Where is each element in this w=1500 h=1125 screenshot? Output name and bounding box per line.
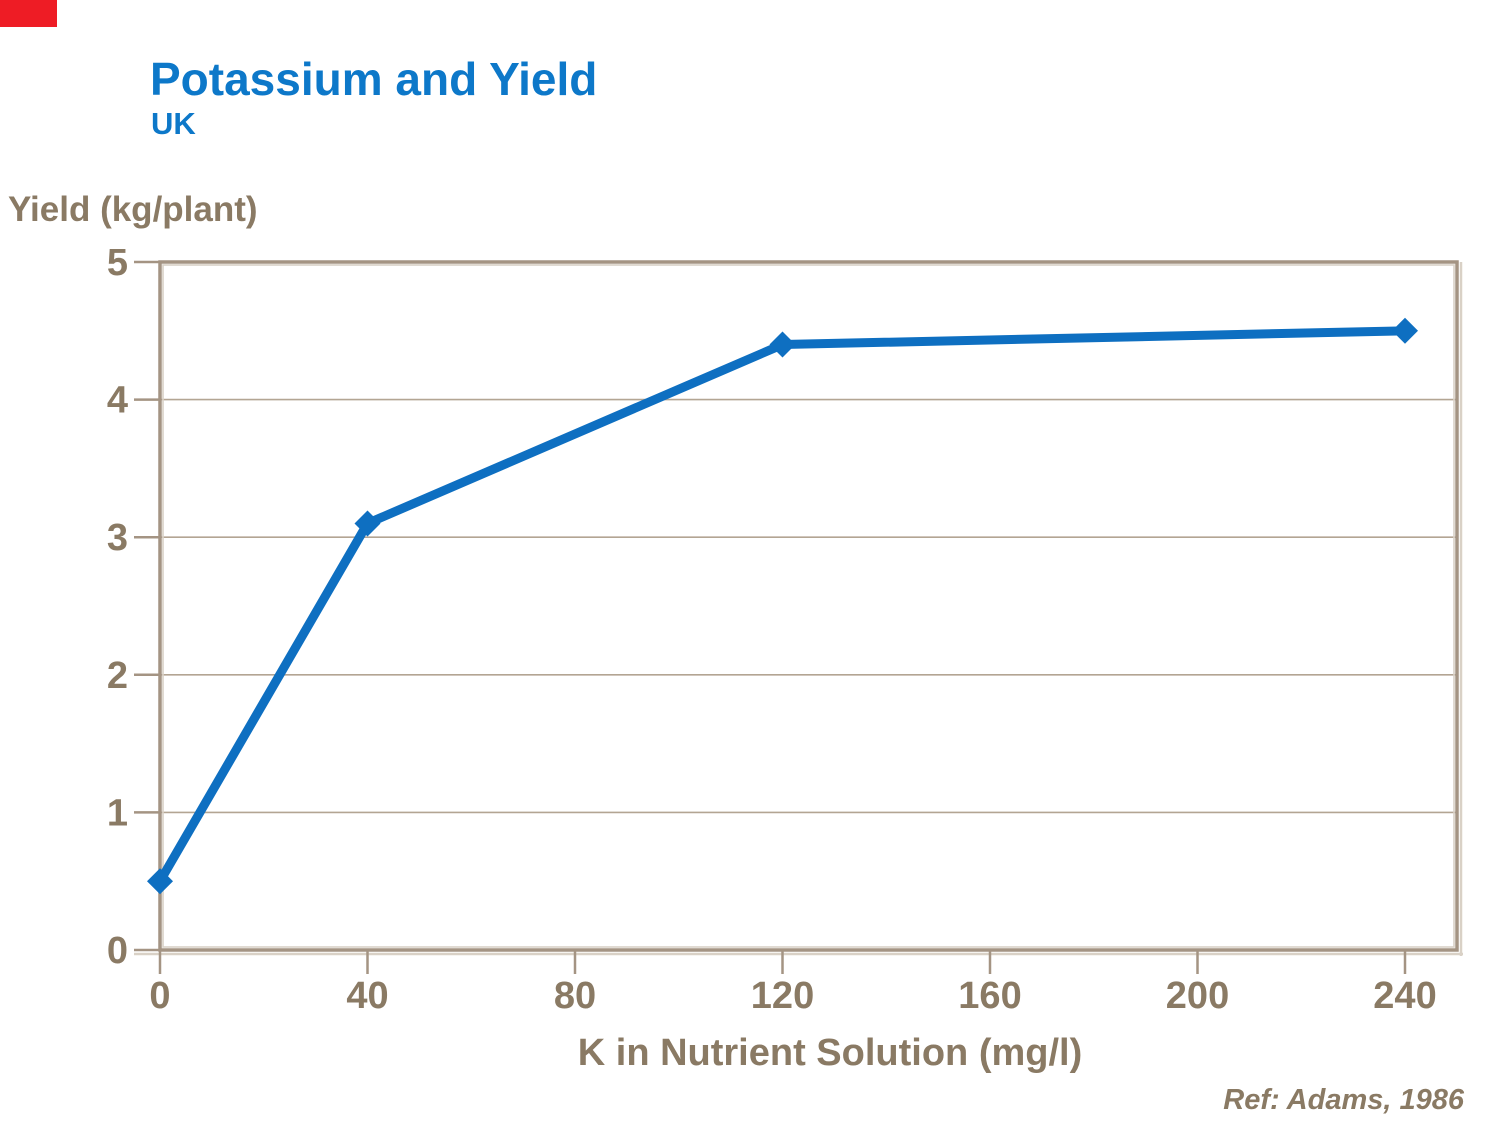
y-tick-label: 4: [107, 380, 128, 422]
page-title: Potassium and Yield: [150, 53, 598, 105]
data-point-marker: [147, 868, 173, 895]
data-point-marker: [769, 331, 796, 358]
page-subtitle: UK: [151, 106, 196, 141]
x-tick-label: 160: [958, 975, 1021, 1017]
x-tick-label: 120: [751, 975, 814, 1017]
plot-area-border: [158, 260, 1459, 952]
reference-citation: Ref: Adams, 1986: [1223, 1084, 1464, 1116]
data-point-marker: [1392, 317, 1418, 344]
x-axis-title: K in Nutrient Solution (mg/l): [577, 1032, 1083, 1074]
x-tick-label: 240: [1373, 975, 1436, 1017]
slide-accent-bar: [0, 0, 57, 27]
x-tick-label: 200: [1166, 975, 1229, 1017]
y-tick-label: 2: [107, 655, 128, 697]
x-tick-label: 80: [554, 975, 596, 1017]
data-point-marker: [354, 510, 381, 537]
y-axis-title: Yield (kg/plant): [8, 190, 258, 229]
yield-line: [155, 326, 1410, 886]
x-tick-label: 0: [149, 975, 170, 1017]
plot-area-border-highlight: [162, 264, 1455, 948]
y-tick-label: 5: [107, 242, 128, 284]
x-tick-label: 40: [346, 975, 388, 1017]
y-tick-label: 0: [107, 930, 128, 972]
y-tick-label: 3: [107, 517, 128, 559]
y-tick-label: 1: [107, 792, 128, 834]
